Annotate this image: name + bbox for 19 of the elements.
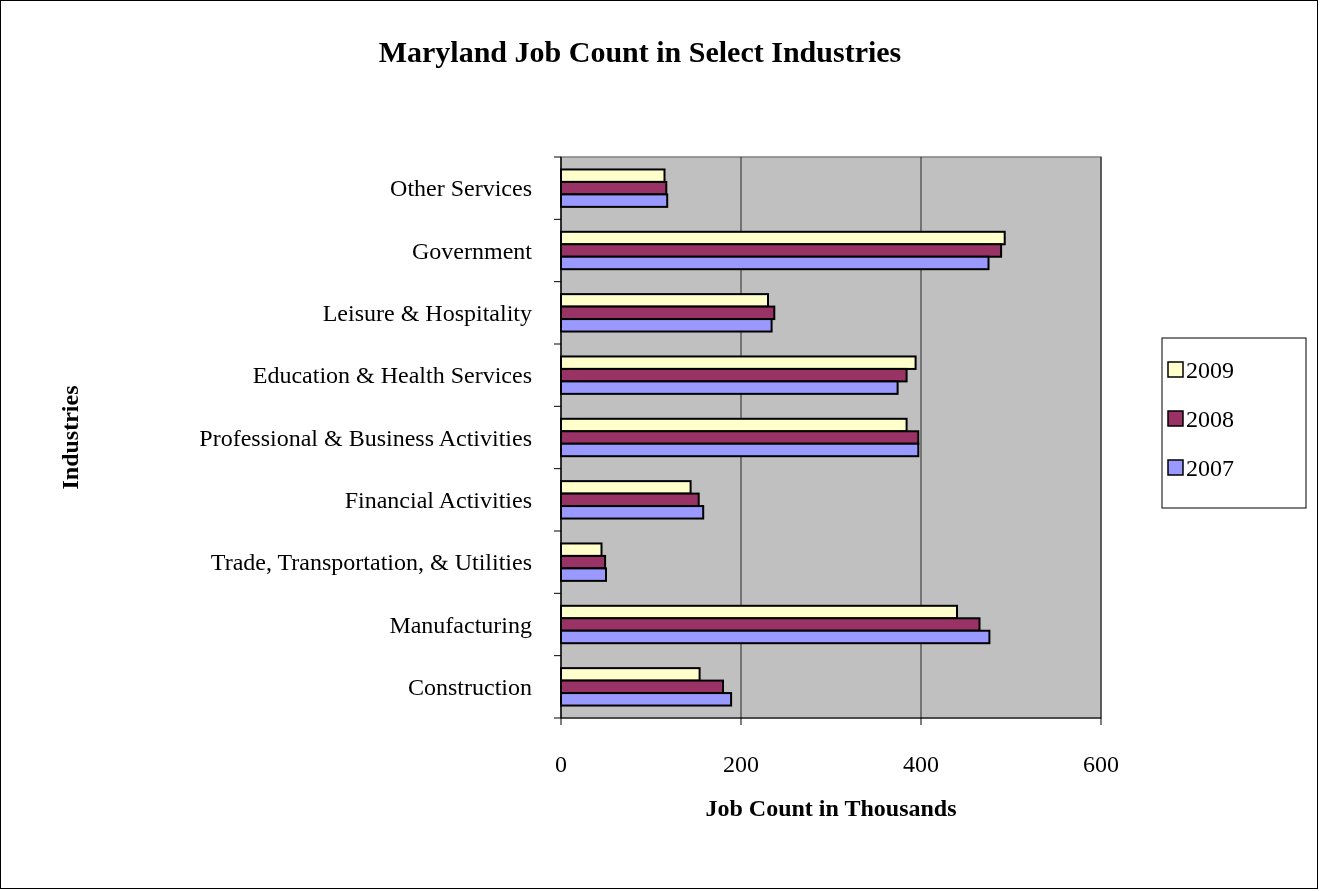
y-tick-label: Trade, Transportation, & Utilities [210,549,532,576]
x-tick-label: 200 [723,751,759,777]
chart-title: Maryland Job Count in Select Industries [378,35,902,68]
y-axis-title: Industries [57,385,83,490]
y-tick-label: Professional & Business Activities [199,424,532,451]
y-tick-label: Other Services [390,175,532,202]
y-tick-label: Manufacturing [389,611,532,638]
x-axis-title: Job Count in Thousands [705,795,957,821]
x-tick-label: 600 [1083,751,1119,777]
y-tick-label: Construction [408,673,532,700]
y-tick-label: Government [412,237,533,264]
legend-label: 2007 [1186,455,1234,481]
legend-label: 2008 [1186,406,1234,432]
x-tick-label: 0 [555,751,567,777]
y-tick-label: Leisure & Hospitality [322,299,532,326]
x-tick-label: 400 [903,751,939,777]
legend-label: 2009 [1186,357,1234,383]
y-tick-label: Financial Activities [344,486,532,513]
y-tick-label: Education & Health Services [252,362,532,389]
